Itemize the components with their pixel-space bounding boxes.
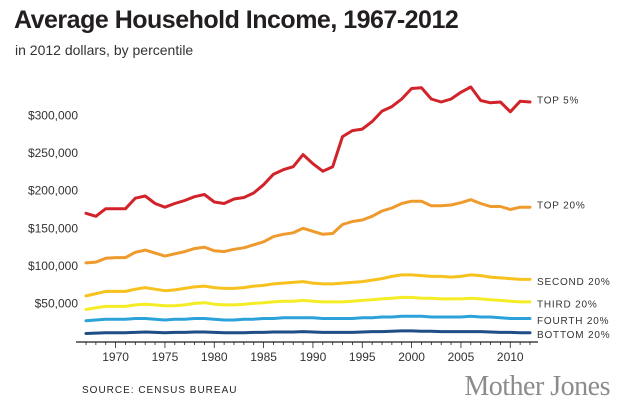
series-label-second-20: SECOND 20% [537, 277, 611, 288]
y-tick-label: $200,000 [28, 184, 78, 198]
x-tick-label: 1995 [349, 350, 376, 364]
series-labels: TOP 5% TOP 20% SECOND 20% THIRD 20% FOURTH 2… [537, 96, 611, 342]
y-tick-label: $150,000 [28, 221, 78, 235]
chart-axes: 1970 1975 1980 1985 1990 1995 2000 2005 2010 $50,… [28, 109, 538, 364]
x-tick-label: 1990 [300, 350, 327, 364]
publisher-logo: Mother Jones [464, 371, 610, 402]
chart-series [84, 85, 532, 335]
series-label-third-20: THIRD 20% [537, 299, 598, 310]
series-line-second-20 [84, 273, 532, 298]
series-line-top-5 [84, 85, 532, 218]
series-label-bottom-20: BOTTOM 20% [537, 330, 610, 341]
chart-title: Average Household Income, 1967-2012 [14, 6, 459, 34]
x-tick-label: 1970 [102, 350, 129, 364]
x-tick-label: 2010 [497, 350, 524, 364]
y-tick-label: $300,000 [28, 109, 78, 123]
y-tick-label: $100,000 [28, 259, 78, 273]
series-line-bottom-20 [84, 329, 532, 335]
series-label-top-5: TOP 5% [537, 96, 579, 107]
series-line-third-20 [84, 295, 532, 311]
x-tick-label: 1975 [152, 350, 179, 364]
chart-subtitle: in 2012 dollars, by percentile [15, 42, 194, 58]
y-tick-label: $50,000 [35, 296, 79, 310]
x-tick-label: 1980 [201, 350, 228, 364]
x-tick-label: 2005 [448, 350, 475, 364]
source-note: SOURCE: CENSUS BUREAU [82, 385, 238, 396]
series-line-top-20 [84, 198, 532, 265]
y-tick-label: $250,000 [28, 146, 78, 160]
series-label-top-20: TOP 20% [537, 201, 586, 212]
x-tick-label: 1985 [250, 350, 277, 364]
series-label-fourth-20: FOURTH 20% [537, 316, 609, 327]
series-line-fourth-20 [84, 314, 532, 323]
x-tick-label: 2000 [398, 350, 425, 364]
